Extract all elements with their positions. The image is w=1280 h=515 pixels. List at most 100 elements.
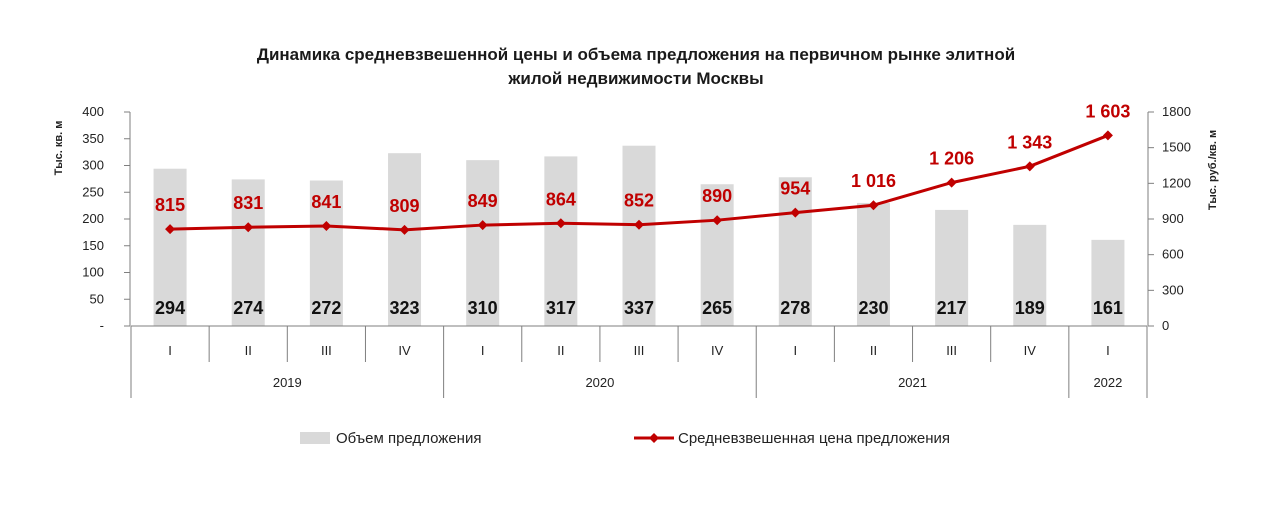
chart-title-line-2: жилой недвижимости Москвы <box>507 69 763 88</box>
volume-bar <box>466 160 500 326</box>
legend-swatch-price-marker <box>649 433 659 443</box>
chart-title-line-1: Динамика средневзвешенной цены и объема … <box>257 45 1015 64</box>
category-label: I <box>1106 343 1110 358</box>
volume-bar-label: 323 <box>390 298 420 318</box>
left-tick-label: 150 <box>82 238 104 253</box>
volume-bar-label: 189 <box>1015 298 1045 318</box>
legend-label-volume: Объем предложения <box>336 430 481 447</box>
left-tick-label: 200 <box>82 211 104 226</box>
price-point-label: 841 <box>311 192 341 212</box>
price-point-label: 1 603 <box>1085 101 1130 121</box>
price-point <box>790 207 801 218</box>
left-tick-label: 400 <box>82 104 104 119</box>
category-label: I <box>168 343 172 358</box>
right-axis-ticks: 0 300 600 900 1200 1500 1800 <box>1147 104 1191 333</box>
volume-bar-label: 310 <box>468 298 498 318</box>
volume-bar-label: 217 <box>937 298 967 318</box>
category-label: IV <box>711 343 724 358</box>
left-axis-ticks: - 50 100 150 200 250 300 350 400 <box>82 104 131 333</box>
left-tick-label: 350 <box>82 131 104 146</box>
volume-bar-label: 272 <box>311 298 341 318</box>
volume-bar <box>622 145 656 326</box>
price-point-label: 1 343 <box>1007 132 1052 152</box>
right-axis-label: Тыс. руб./кв. м <box>1207 130 1219 210</box>
price-point-label: 849 <box>468 191 498 211</box>
volume-bar-label: 230 <box>858 298 888 318</box>
right-tick-label: 900 <box>1162 211 1184 226</box>
price-line-series <box>165 130 1113 235</box>
volume-bar <box>544 156 578 326</box>
legend: Объем предложения Средневзвешенная цена … <box>300 430 950 447</box>
price-value-labels: 815 831 841 809 849 864 852 890 954 1 016 1 206 1 3… <box>155 101 1130 215</box>
category-label: IV <box>398 343 411 358</box>
left-tick-label: - <box>100 318 104 333</box>
volume-bar <box>309 180 343 326</box>
legend-label-price: Средневзвешенная цена предложения <box>678 430 950 447</box>
volume-bar-label: 265 <box>702 298 732 318</box>
year-group-label: 2020 <box>585 375 614 390</box>
year-group-label: 2021 <box>898 375 927 390</box>
legend-swatch-volume <box>300 432 330 444</box>
year-group-label: 2019 <box>273 375 302 390</box>
volume-bar <box>388 153 422 326</box>
right-tick-label: 300 <box>1162 282 1184 297</box>
volume-bar-label: 274 <box>233 298 263 318</box>
price-point <box>712 215 723 226</box>
right-tick-label: 1800 <box>1162 104 1191 119</box>
right-tick-label: 0 <box>1162 318 1169 333</box>
volume-bar <box>1091 239 1125 326</box>
volume-bar <box>1013 224 1047 326</box>
price-point-label: 809 <box>390 196 420 216</box>
price-point-label: 864 <box>546 189 576 209</box>
year-group-label: 2022 <box>1093 375 1122 390</box>
right-tick-label: 1200 <box>1162 175 1191 190</box>
price-point <box>321 221 332 232</box>
price-point <box>946 177 957 188</box>
category-label: I <box>481 343 485 358</box>
price-point-label: 1 016 <box>851 171 896 191</box>
volume-bar-label: 278 <box>780 298 810 318</box>
category-label: III <box>946 343 957 358</box>
price-point-label: 831 <box>233 193 263 213</box>
category-label: III <box>321 343 332 358</box>
volume-bar <box>778 177 812 326</box>
volume-bar-label: 161 <box>1093 298 1123 318</box>
price-point-label: 890 <box>702 186 732 206</box>
category-label: II <box>870 343 877 358</box>
price-point <box>868 200 879 211</box>
volume-bar <box>935 209 969 326</box>
category-label: III <box>634 343 645 358</box>
volume-bar <box>153 168 187 326</box>
right-tick-label: 1500 <box>1162 140 1191 155</box>
price-point <box>165 224 176 235</box>
price-point-label: 954 <box>780 179 810 199</box>
price-point <box>634 219 644 230</box>
volume-bar-label: 294 <box>155 298 185 318</box>
price-point <box>243 222 254 233</box>
volume-bar <box>231 179 265 326</box>
bar-value-labels: 294 274 272 323 310 317 337 265 278 230 217 189 161 <box>155 298 1123 318</box>
volume-bar <box>856 202 890 326</box>
volume-bar-label: 337 <box>624 298 654 318</box>
price-point-label: 1 206 <box>929 149 974 169</box>
left-tick-label: 50 <box>90 291 104 306</box>
price-point <box>477 220 488 231</box>
left-tick-label: 300 <box>82 158 104 173</box>
category-label: II <box>245 343 252 358</box>
price-point-label: 852 <box>624 191 654 211</box>
category-label: II <box>557 343 564 358</box>
left-tick-label: 250 <box>82 184 104 199</box>
category-label: IV <box>1024 343 1037 358</box>
price-point <box>555 218 566 229</box>
right-tick-label: 600 <box>1162 247 1184 262</box>
left-tick-label: 100 <box>82 265 104 280</box>
bar-series <box>153 145 1125 326</box>
price-point <box>399 224 410 235</box>
category-label: I <box>793 343 797 358</box>
volume-bar <box>700 184 734 326</box>
left-axis-label: Тыс. кв. м <box>53 121 65 176</box>
price-point <box>1102 130 1113 141</box>
price-point-label: 815 <box>155 195 185 215</box>
